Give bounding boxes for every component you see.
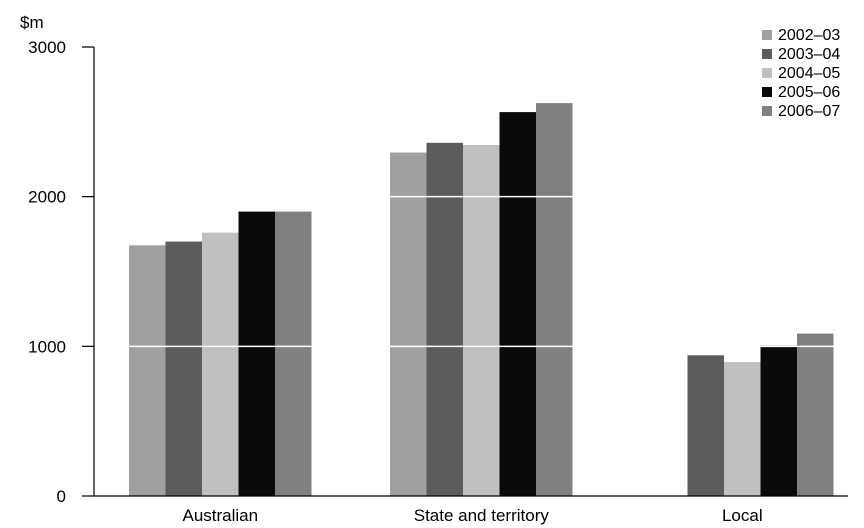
legend-swatch-1: [762, 49, 772, 59]
bar-1-2: [463, 145, 500, 496]
legend-label-2: 2004–05: [778, 65, 840, 82]
legend-label-3: 2005–06: [778, 84, 840, 101]
legend-swatch-2: [762, 68, 772, 78]
legend-swatch-3: [762, 87, 772, 97]
category-label-2: Local: [722, 506, 763, 525]
bar-0-2: [202, 232, 239, 496]
legend: 2002–03 2003–04 2004–05 2005–06 2006–07: [762, 27, 840, 120]
category-label-0: Australian: [182, 506, 258, 525]
bar-0-3: [238, 211, 275, 496]
bars: [129, 103, 834, 497]
y-tick-label-2: 2000: [28, 188, 66, 207]
bar-2-2: [724, 362, 761, 496]
bar-2-4: [797, 333, 834, 496]
legend-swatch-4: [762, 106, 772, 116]
bar-1-3: [499, 112, 536, 496]
bar-2-3: [760, 345, 797, 496]
y-tick-label-0: 0: [57, 487, 66, 506]
bar-0-0: [129, 245, 166, 496]
y-tick-label-1: 1000: [28, 337, 66, 356]
y-axis-ticks: 0 1000 2000 3000: [28, 38, 66, 506]
category-labels: Australian State and territory Local: [182, 506, 762, 525]
legend-label-4: 2006–07: [778, 103, 840, 120]
y-axis-unit-label: $m: [20, 13, 44, 32]
legend-label-1: 2003–04: [778, 46, 840, 63]
legend-label-0: 2002–03: [778, 27, 840, 44]
bar-1-1: [426, 142, 463, 497]
bar-1-0: [390, 152, 427, 496]
gridlines: [129, 195, 834, 348]
bar-0-4: [275, 211, 312, 496]
bar-2-1: [687, 355, 724, 496]
y-tick-label-3: 3000: [28, 38, 66, 57]
category-label-1: State and territory: [414, 506, 550, 525]
bar-1-4: [536, 103, 573, 496]
bar-0-1: [165, 241, 202, 496]
legend-swatch-0: [762, 30, 772, 40]
axes: [82, 46, 848, 497]
